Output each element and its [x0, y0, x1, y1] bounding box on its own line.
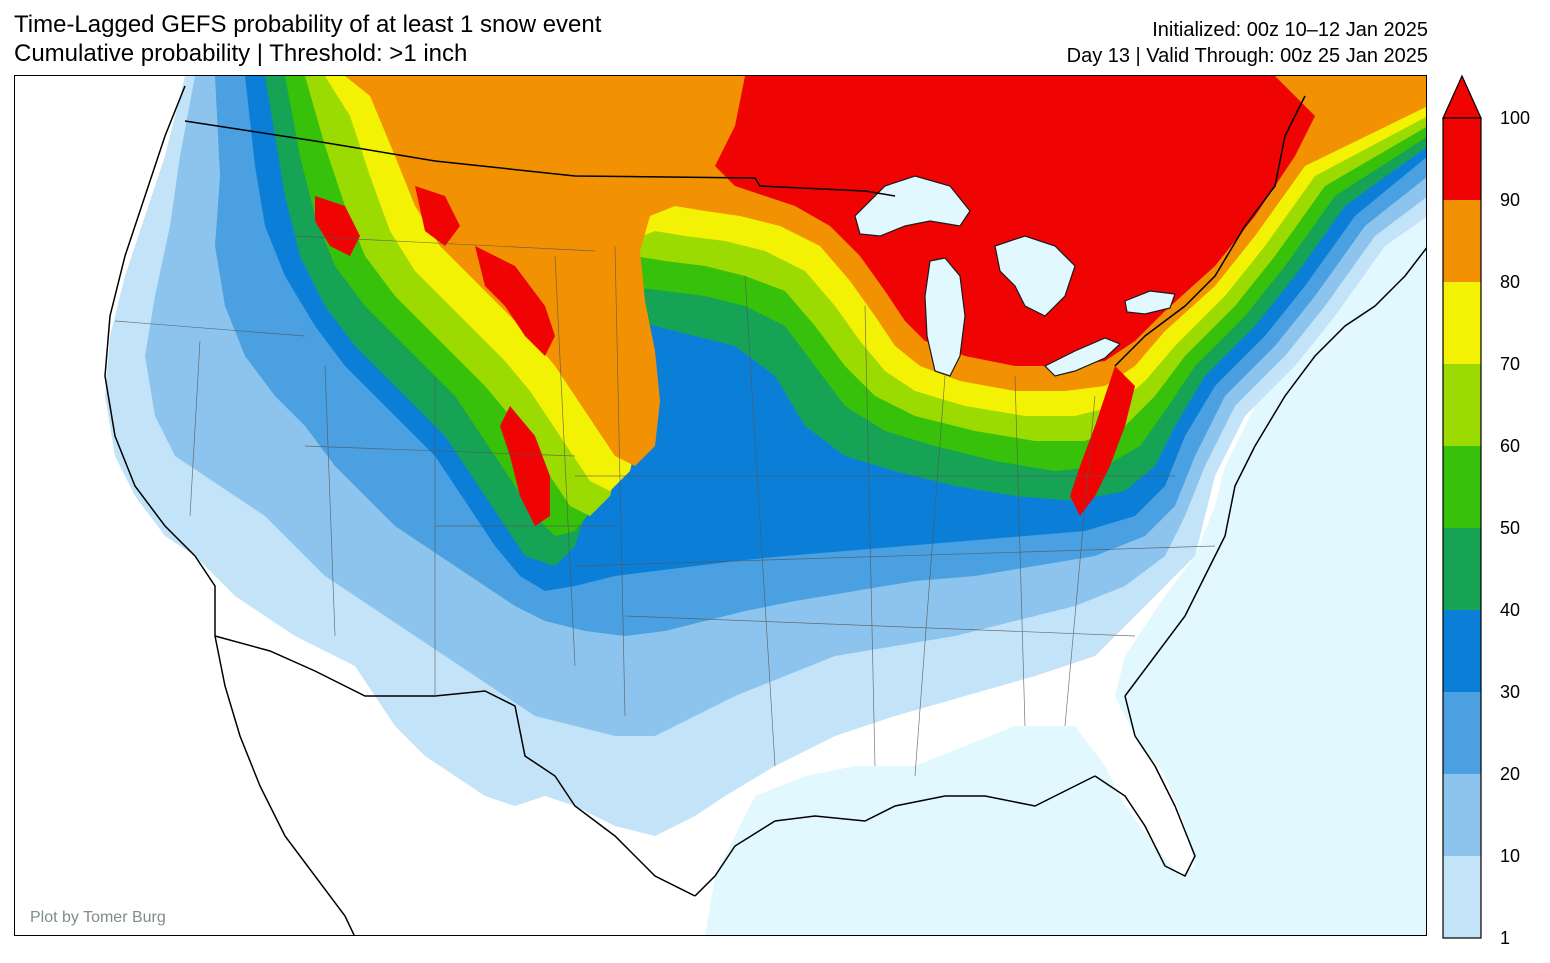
- colorbar-swatch: [1443, 610, 1481, 692]
- state-lines: [114, 235, 1216, 777]
- title-line-2: Cumulative probability | Threshold: >1 i…: [14, 40, 468, 67]
- lake-michigan: [924, 257, 966, 377]
- colorbar-tick-label: 100: [1500, 108, 1531, 128]
- colorbar-tick-label: 40: [1500, 600, 1521, 620]
- lake-erie: [1043, 337, 1122, 377]
- canada-border: [184, 120, 896, 197]
- colorbar-frame: [1442, 117, 1482, 939]
- colorbar-tick-label: 80: [1500, 272, 1521, 292]
- west-coast: [104, 85, 216, 636]
- colorbar-tick-label: 90: [1500, 190, 1521, 210]
- colorbar-tick-label: 60: [1500, 436, 1521, 456]
- init-time: Initialized: 00z 10–12 Jan 2025: [1152, 19, 1428, 41]
- colorbar-tick-label: 20: [1500, 764, 1521, 784]
- colorbar-tick-label: 1: [1500, 928, 1511, 948]
- colorbar-tick-label: 30: [1500, 682, 1521, 702]
- colorbar-swatch: [1443, 856, 1481, 938]
- prob-fields: [105, 76, 1426, 836]
- probability-map: Plot by Tomer Burg: [14, 75, 1427, 936]
- colorbar: [1442, 74, 1482, 939]
- colorbar-swatch: [1443, 446, 1481, 528]
- lake-ontario: [1124, 290, 1176, 315]
- gulf-coast: [694, 775, 1096, 897]
- great-lakes: [854, 175, 1176, 377]
- baja-coast: [214, 635, 355, 935]
- colorbar-swatch: [1443, 774, 1481, 856]
- colorbar-swatch: [1443, 692, 1481, 774]
- colorbar-tick-label: 10: [1500, 846, 1521, 866]
- map-title: Time-Lagged GEFS probability of at least…: [14, 10, 601, 68]
- lake-huron: [994, 235, 1076, 317]
- colorbar-extend-arrow: [1442, 74, 1482, 119]
- prob-90-100-rockies: [315, 186, 555, 526]
- colorbar-swatch: [1443, 528, 1481, 610]
- plot-credit: Plot by Tomer Burg: [30, 909, 166, 926]
- colorbar-swatch: [1443, 364, 1481, 446]
- boundaries: [104, 85, 1426, 935]
- state-line: [114, 235, 1216, 777]
- run-info: Initialized: 00z 10–12 Jan 2025 Day 13 |…: [1067, 17, 1428, 69]
- valid-time: Day 13 | Valid Through: 00z 25 Jan 2025: [1066, 45, 1428, 67]
- east-coast: [1124, 247, 1426, 697]
- florida-coast: [1094, 695, 1196, 878]
- mexico-border: [214, 635, 696, 897]
- colorbar-swatch: [1443, 200, 1481, 282]
- title-line-1: Time-Lagged GEFS probability of at least…: [14, 11, 602, 38]
- lake-superior: [854, 175, 971, 237]
- map-svg: [15, 76, 1426, 935]
- colorbar-swatch: [1443, 282, 1481, 364]
- colorbar-tick-label: 50: [1500, 518, 1521, 538]
- prob-90-100-appalachia: [1070, 366, 1135, 516]
- colorbar-tick-label: 70: [1500, 354, 1521, 374]
- canada-border-east: [1114, 95, 1306, 367]
- colorbar-swatch: [1443, 118, 1481, 200]
